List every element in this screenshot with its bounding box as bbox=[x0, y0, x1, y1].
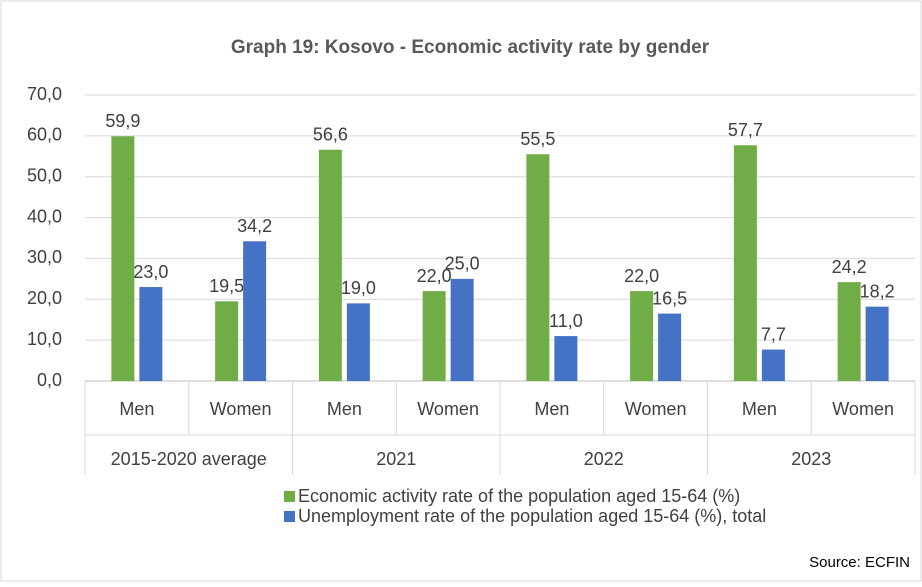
data-label: 18,2 bbox=[860, 281, 895, 301]
bar bbox=[630, 291, 654, 381]
data-label: 22,0 bbox=[417, 266, 452, 286]
legend-swatch bbox=[284, 491, 295, 502]
bar bbox=[450, 278, 474, 381]
bar bbox=[215, 301, 239, 381]
x-tick-label: Men bbox=[327, 399, 362, 419]
x-tick-label: Women bbox=[417, 399, 479, 419]
legend-swatch bbox=[284, 511, 295, 522]
data-label: 23,0 bbox=[133, 262, 168, 282]
data-label: 34,2 bbox=[237, 216, 272, 236]
bar bbox=[554, 336, 578, 381]
y-tick-label: 70,0 bbox=[27, 84, 62, 104]
bar bbox=[318, 149, 342, 381]
x-tick-label: Women bbox=[210, 399, 272, 419]
y-tick-label: 60,0 bbox=[27, 125, 62, 145]
bar bbox=[837, 282, 861, 381]
bar bbox=[111, 136, 135, 381]
x-tick-label: Women bbox=[625, 399, 687, 419]
bar bbox=[243, 241, 267, 381]
x-tick-label: Women bbox=[832, 399, 894, 419]
data-label: 24,2 bbox=[832, 257, 867, 277]
y-tick-label: 10,0 bbox=[27, 329, 62, 349]
data-label: 7,7 bbox=[761, 324, 786, 344]
bar bbox=[865, 306, 889, 381]
data-label: 55,5 bbox=[520, 129, 555, 149]
bar bbox=[139, 287, 163, 381]
bar bbox=[658, 313, 682, 381]
data-label: 16,5 bbox=[652, 288, 687, 308]
data-label: 25,0 bbox=[445, 254, 480, 274]
data-label: 19,0 bbox=[341, 278, 376, 298]
data-label: 11,0 bbox=[549, 311, 583, 331]
y-tick-label: 20,0 bbox=[27, 288, 62, 308]
bar bbox=[526, 154, 550, 381]
bar bbox=[761, 349, 785, 381]
legend-label: Unemployment rate of the population aged… bbox=[298, 506, 766, 526]
chart-title: Graph 19: Kosovo - Economic activity rat… bbox=[231, 37, 710, 58]
source-note: Source: ECFIN bbox=[809, 554, 910, 571]
y-tick-label: 50,0 bbox=[27, 165, 62, 185]
y-tick-label: 40,0 bbox=[27, 206, 62, 226]
bar bbox=[422, 291, 446, 381]
data-label: 59,9 bbox=[105, 111, 140, 131]
legend-label: Economic activity rate of the population… bbox=[298, 486, 740, 506]
y-tick-label: 0,0 bbox=[37, 370, 62, 390]
y-tick-label: 30,0 bbox=[27, 247, 62, 267]
data-label: 56,6 bbox=[313, 124, 348, 144]
bar bbox=[346, 303, 370, 381]
group-label: 2021 bbox=[376, 449, 416, 469]
data-label: 57,7 bbox=[728, 120, 763, 140]
data-label: 22,0 bbox=[624, 266, 659, 286]
x-tick-label: Men bbox=[742, 399, 777, 419]
data-label: 19,5 bbox=[209, 276, 244, 296]
x-tick-label: Men bbox=[534, 399, 569, 419]
x-tick-label: Men bbox=[119, 399, 154, 419]
group-label: 2023 bbox=[791, 449, 831, 469]
bar bbox=[733, 145, 757, 381]
group-label: 2015-2020 average bbox=[111, 449, 267, 469]
group-label: 2022 bbox=[584, 449, 624, 469]
